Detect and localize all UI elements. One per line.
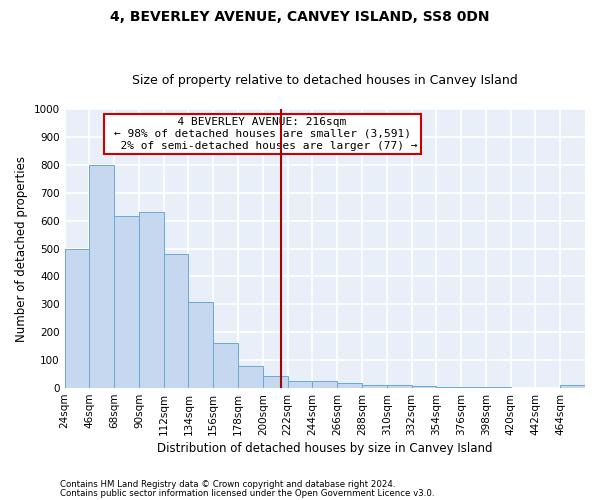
Bar xyxy=(238,366,263,388)
Text: 4, BEVERLEY AVENUE, CANVEY ISLAND, SS8 0DN: 4, BEVERLEY AVENUE, CANVEY ISLAND, SS8 0… xyxy=(110,10,490,24)
Bar xyxy=(337,383,362,388)
Bar xyxy=(213,342,238,388)
Bar xyxy=(313,381,337,388)
Bar xyxy=(89,165,114,388)
Bar xyxy=(114,216,139,388)
Y-axis label: Number of detached properties: Number of detached properties xyxy=(15,156,28,342)
Bar xyxy=(65,248,89,388)
Bar xyxy=(486,387,511,388)
Bar xyxy=(436,386,461,388)
Bar xyxy=(139,212,164,388)
Bar xyxy=(263,376,287,388)
Bar xyxy=(362,384,387,388)
Text: 4 BEVERLEY AVENUE: 216sqm  
← 98% of detached houses are smaller (3,591)
  2% of: 4 BEVERLEY AVENUE: 216sqm ← 98% of detac… xyxy=(107,118,418,150)
Bar xyxy=(164,254,188,388)
Bar xyxy=(387,386,412,388)
Text: Contains HM Land Registry data © Crown copyright and database right 2024.: Contains HM Land Registry data © Crown c… xyxy=(60,480,395,489)
Text: Contains public sector information licensed under the Open Government Licence v3: Contains public sector information licen… xyxy=(60,488,434,498)
Bar xyxy=(287,381,313,388)
Bar xyxy=(560,386,585,388)
Bar xyxy=(461,387,486,388)
Bar xyxy=(412,386,436,388)
Title: Size of property relative to detached houses in Canvey Island: Size of property relative to detached ho… xyxy=(132,74,518,87)
X-axis label: Distribution of detached houses by size in Canvey Island: Distribution of detached houses by size … xyxy=(157,442,493,455)
Bar xyxy=(188,302,213,388)
